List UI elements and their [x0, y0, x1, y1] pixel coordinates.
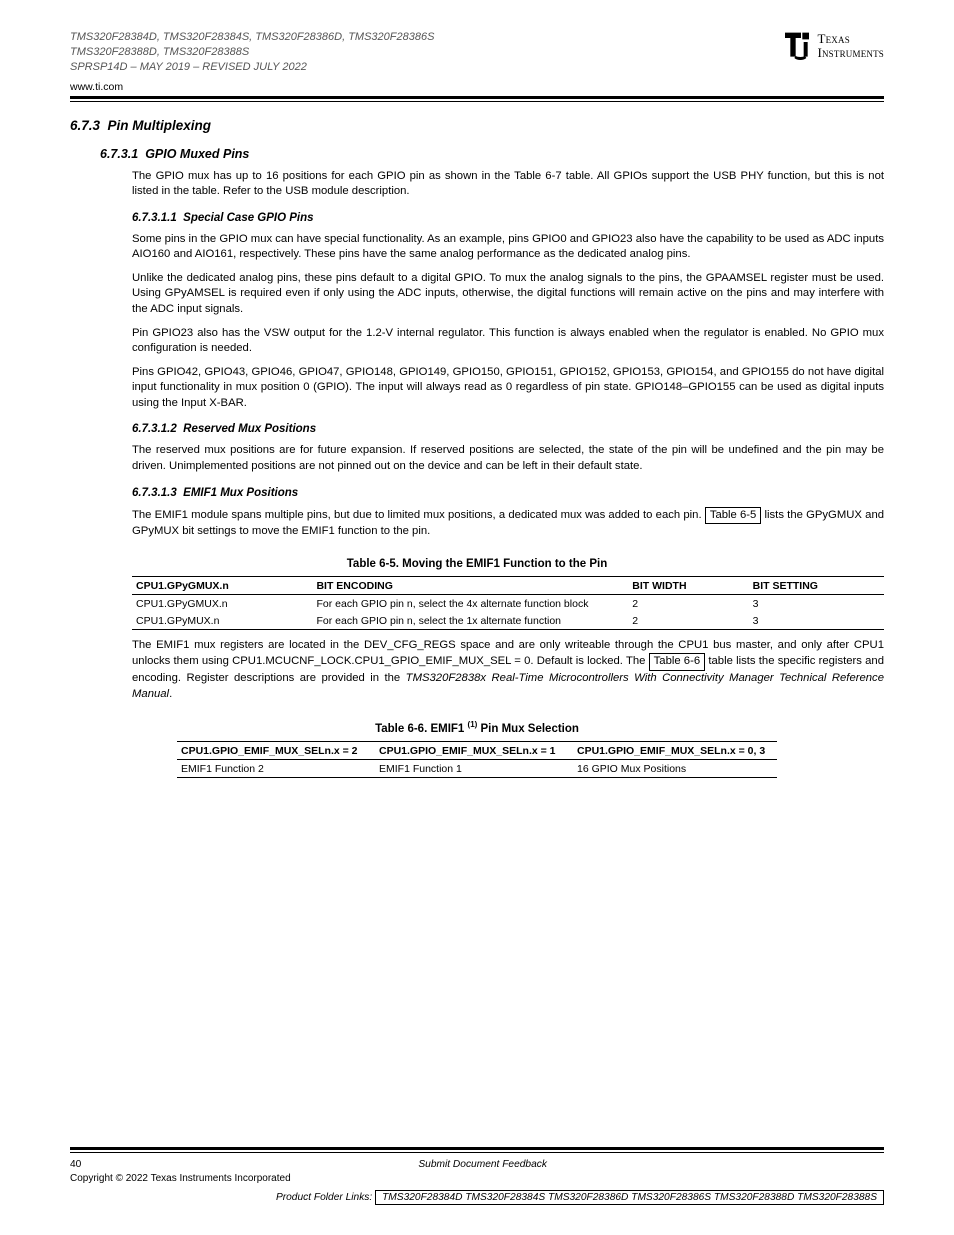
section-num: 6.7.3.1: [100, 147, 138, 161]
product-links-box[interactable]: TMS320F28384D TMS320F28384S TMS320F28386…: [375, 1190, 884, 1205]
special-case-para-2a: Pin GPIO23 also has the VSW output for t…: [132, 326, 884, 357]
cell: 16 GPIO Mux Positions: [573, 759, 777, 777]
ti-logo[interactable]: TexasInstruments: [781, 30, 884, 62]
table-6-7-link[interactable]: Table 6-7: [514, 170, 561, 182]
product-line-2[interactable]: TMS320F28388D, TMS320F28388S: [70, 45, 434, 60]
product-line-1[interactable]: TMS320F28384D, TMS320F28384S, TMS320F283…: [70, 30, 434, 45]
title-a: Table 6-6. EMIF1: [375, 723, 467, 735]
col-header: CPU1.GPyGMUX.n: [132, 576, 312, 594]
table-header-row: CPU1.GPyGMUX.n BIT ENCODING BIT WIDTH BI…: [132, 576, 884, 594]
emif-para-2: The EMIF1 mux registers are located in t…: [132, 638, 884, 702]
section-title: Reserved Mux Positions: [183, 423, 316, 435]
section-title: Special Case GPIO Pins: [183, 212, 313, 224]
page-number: 40: [70, 1159, 81, 1170]
cell: 2: [628, 612, 748, 630]
col-header: BIT ENCODING: [312, 576, 628, 594]
cell: 2: [628, 594, 748, 612]
table-row: CPU1.GPyGMUX.n For each GPIO pin n, sele…: [132, 594, 884, 612]
doc-revision-line: SPRSP14D – MAY 2019 – REVISED JULY 2022: [70, 60, 434, 75]
table-6-6-link[interactable]: Table 6-6: [649, 653, 705, 671]
section-title: Pin Multiplexing: [108, 118, 212, 133]
table-6-6: CPU1.GPIO_EMIF_MUX_SELn.x = 2 CPU1.GPIO_…: [177, 741, 777, 778]
section-num: 6.7.3.1.3: [132, 487, 177, 499]
table-row: CPU1.GPyMUX.n For each GPIO pin n, selec…: [132, 612, 884, 630]
section-title: GPIO Muxed Pins: [145, 147, 249, 161]
cell: CPU1.GPyMUX.n: [132, 612, 312, 630]
table-6-5-title: Table 6-5. Moving the EMIF1 Function to …: [70, 558, 884, 570]
section-num: 6.7.3: [70, 118, 100, 133]
product-links-text: TMS320F28384D TMS320F28384S TMS320F28386…: [382, 1192, 877, 1203]
text: The GPIO mux has up to 16 positions for …: [132, 170, 514, 182]
section-heading-6-7-3: 6.7.3 Pin Multiplexing: [70, 118, 884, 133]
intro-paragraph: The GPIO mux has up to 16 positions for …: [132, 169, 884, 200]
page-footer: 40 Submit Document Feedback Copyright © …: [70, 1147, 884, 1205]
section-num: 6.7.3.1.1: [132, 212, 177, 224]
section-heading-6-7-3-1: 6.7.3.1 GPIO Muxed Pins: [100, 147, 884, 161]
table-6-5: CPU1.GPyGMUX.n BIT ENCODING BIT WIDTH BI…: [132, 576, 884, 630]
col-header: CPU1.GPIO_EMIF_MUX_SELn.x = 2: [177, 741, 375, 759]
col-header: BIT WIDTH: [628, 576, 748, 594]
ti-logo-icon: [781, 30, 813, 62]
footer-rule-thin: [70, 1152, 884, 1153]
product-folder-links: Product Folder Links: TMS320F28384D TMS3…: [70, 1190, 884, 1205]
special-case-para-2b: Pins GPIO42, GPIO43, GPIO46, GPIO47, GPI…: [132, 365, 884, 412]
link-label: Product Folder Links:: [276, 1192, 372, 1203]
special-case-para-1a: Some pins in the GPIO mux can have speci…: [132, 232, 884, 263]
cell: EMIF1 Function 2: [177, 759, 375, 777]
table-6-5-link[interactable]: Table 6-5: [705, 507, 761, 525]
header-rule-thin: [70, 101, 884, 102]
reserved-para: The reserved mux positions are for futur…: [132, 443, 884, 474]
col-header: CPU1.GPIO_EMIF_MUX_SELn.x = 0, 3: [573, 741, 777, 759]
table-row: EMIF1 Function 2 EMIF1 Function 1 16 GPI…: [177, 759, 777, 777]
table-header-row: CPU1.GPIO_EMIF_MUX_SELn.x = 2 CPU1.GPIO_…: [177, 741, 777, 759]
ti-wordmark: TexasInstruments: [817, 32, 884, 59]
text: The EMIF1 module spans multiple pins, bu…: [132, 509, 705, 521]
submit-feedback-link[interactable]: Submit Document Feedback: [81, 1159, 884, 1170]
special-case-para-1b: Unlike the dedicated analog pins, these …: [132, 271, 884, 318]
cell: For each GPIO pin n, select the 1x alter…: [312, 612, 628, 630]
emif-para-1: The EMIF1 module spans multiple pins, bu…: [132, 507, 884, 540]
cell: 3: [749, 612, 884, 630]
footer-rule-thick: [70, 1147, 884, 1150]
section-heading-6-7-3-1-1: 6.7.3.1.1 Special Case GPIO Pins: [132, 212, 884, 224]
section-num: 6.7.3.1.2: [132, 423, 177, 435]
section-heading-6-7-3-1-2: 6.7.3.1.2 Reserved Mux Positions: [132, 423, 884, 435]
col-header: BIT SETTING: [749, 576, 884, 594]
title-b: Pin Mux Selection: [477, 723, 579, 735]
page-header: TMS320F28384D, TMS320F28384S, TMS320F283…: [70, 30, 884, 75]
header-url-link[interactable]: www.ti.com: [70, 81, 123, 93]
col-header: CPU1.GPIO_EMIF_MUX_SELn.x = 1: [375, 741, 573, 759]
cell: EMIF1 Function 1: [375, 759, 573, 777]
section-title: EMIF1 Mux Positions: [183, 487, 298, 499]
copyright-text: Copyright © 2022 Texas Instruments Incor…: [70, 1173, 884, 1184]
header-rule-thick: [70, 96, 884, 99]
footer-line-1: 40 Submit Document Feedback: [70, 1159, 884, 1170]
cell: For each GPIO pin n, select the 4x alter…: [312, 594, 628, 612]
cell: 3: [749, 594, 884, 612]
table-6-6-title: Table 6-6. EMIF1 (1) Pin Mux Selection: [70, 720, 884, 735]
header-product-info: TMS320F28384D, TMS320F28384S, TMS320F283…: [70, 30, 434, 75]
cell: CPU1.GPyGMUX.n: [132, 594, 312, 612]
footnote-ref: (1): [468, 720, 478, 729]
section-heading-6-7-3-1-3: 6.7.3.1.3 EMIF1 Mux Positions: [132, 487, 884, 499]
